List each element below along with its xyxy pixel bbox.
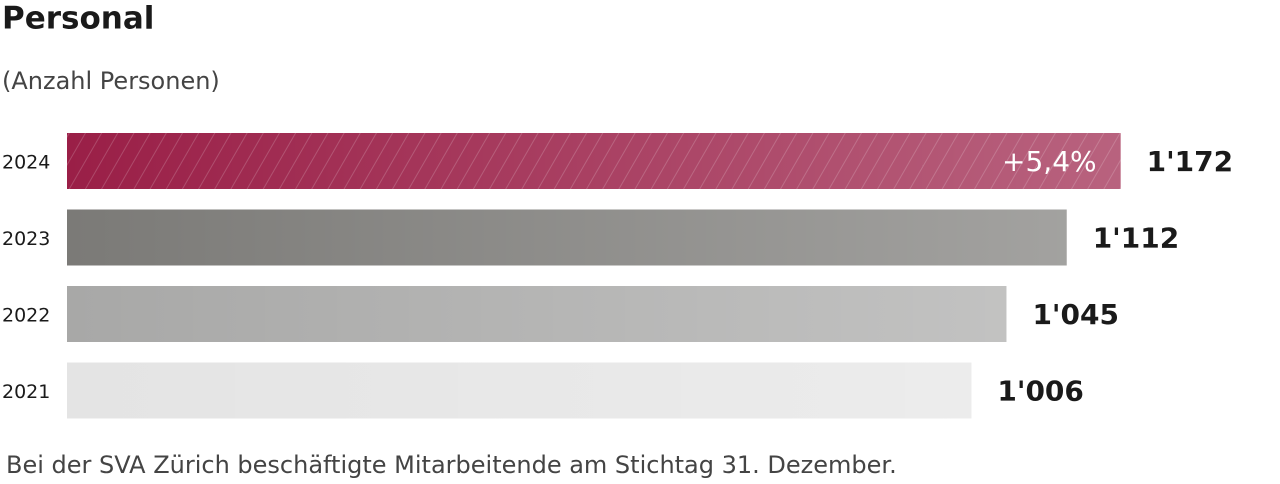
value-label: 1'006 xyxy=(997,375,1084,408)
chart-title: Personal xyxy=(2,1,154,37)
bar-shade xyxy=(67,286,1007,342)
value-label: 1'172 xyxy=(1147,145,1234,178)
y-tick-label: 2021 xyxy=(2,381,50,403)
bar-hatch xyxy=(67,133,1121,189)
value-label: 1'112 xyxy=(1093,222,1180,255)
y-tick-label: 2024 xyxy=(2,152,50,174)
y-tick-label: 2023 xyxy=(2,228,50,250)
annotation: +5,4% xyxy=(1002,145,1097,178)
value-label: 1'045 xyxy=(1032,298,1119,331)
chart-subtitle: (Anzahl Personen) xyxy=(2,67,220,95)
footnote: Bei der SVA Zürich beschäftigte Mitarbei… xyxy=(6,451,897,479)
y-tick-label: 2022 xyxy=(2,305,50,327)
bar-shade xyxy=(67,209,1067,266)
bar-shade xyxy=(67,362,972,419)
